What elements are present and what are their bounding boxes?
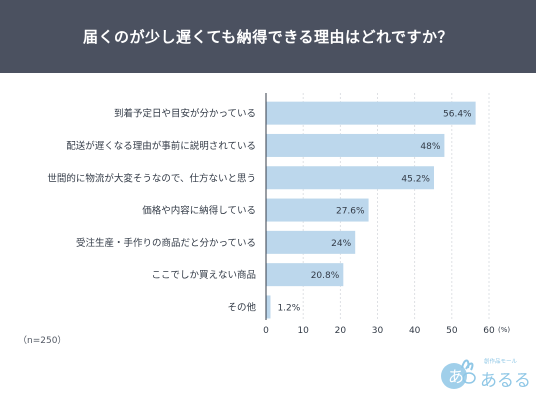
bar	[266, 166, 434, 190]
x-axis-unit: (%)	[498, 326, 510, 334]
x-tick-label: 20	[335, 326, 347, 336]
bar	[266, 263, 344, 287]
sample-size-note: （n=250）	[18, 336, 67, 346]
x-tick-label: 10	[297, 326, 309, 336]
category-label: 到着予定日や目安が分かっている	[114, 108, 256, 120]
category-label: ここでしか買えない商品	[151, 269, 256, 281]
x-tick-label: 0	[263, 326, 269, 336]
value-label: 1.2%	[277, 303, 300, 313]
header-bar: 届くのが少し遅くても納得できる理由はどれですか？	[0, 0, 536, 73]
value-label: 45.2%	[401, 174, 430, 184]
bar	[266, 198, 369, 222]
value-label: 24%	[331, 239, 351, 249]
logo-mark-glyph: あ	[448, 367, 464, 386]
logo-brand-text: あるる	[480, 371, 531, 391]
x-tick-label: 60	[483, 326, 495, 336]
x-tick-label: 40	[409, 326, 421, 336]
category-label: 受注生産・手作りの商品だと分かっている	[76, 237, 256, 249]
brand-logo: あ 創作品モール あるる	[441, 357, 531, 391]
value-label: 27.6%	[336, 207, 365, 217]
category-label: 配送が遅くなる理由が事前に説明されている	[66, 140, 256, 152]
bar	[266, 295, 271, 319]
bar	[266, 230, 356, 254]
category-label: 世間的に物流が大変そうなので、仕方ないと思う	[47, 172, 256, 184]
x-tick-label: 30	[372, 326, 384, 336]
value-label: 20.8%	[311, 271, 340, 281]
logo-small-text: 創作品モール	[484, 357, 518, 365]
x-tick-label: 50	[446, 326, 458, 336]
bar	[266, 101, 476, 125]
rabbit-icon	[441, 359, 476, 389]
category-label: 価格や内容に納得している	[142, 205, 256, 217]
value-label: 48%	[420, 142, 440, 152]
category-label: その他	[227, 301, 256, 313]
chart-title: 届くのが少し遅くても納得できる理由はどれですか？	[82, 28, 454, 46]
value-label: 56.4%	[443, 110, 472, 120]
bar	[266, 133, 445, 157]
